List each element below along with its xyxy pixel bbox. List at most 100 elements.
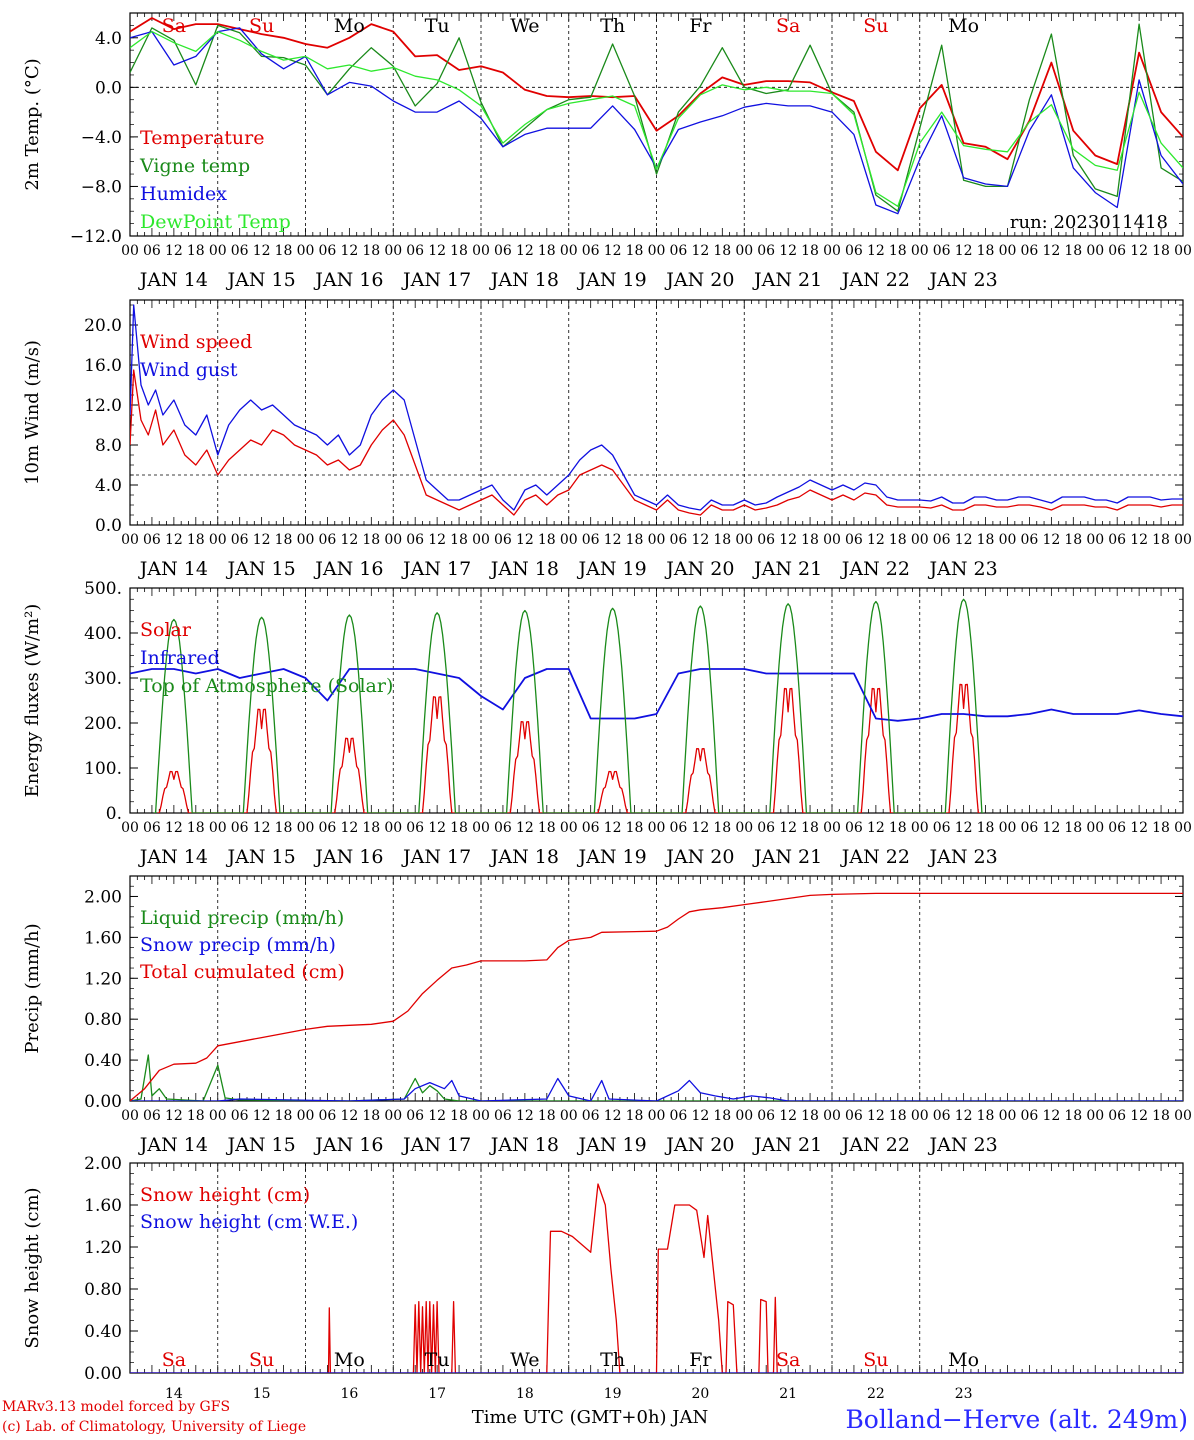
x-hour-label: 12 [955, 1108, 973, 1124]
x-date-label: JAN 14 [138, 269, 208, 291]
x-hour-label: 18 [889, 243, 907, 259]
legend-entry: Temperature [140, 127, 264, 149]
day-label: Mo [334, 15, 365, 37]
x-hour-label: 18 [538, 820, 556, 836]
x-hour-label: 12 [867, 243, 885, 259]
x-hour-label: 12 [516, 243, 534, 259]
x-date-label: JAN 14 [138, 1134, 208, 1156]
x-hour-label: 18 [362, 1108, 380, 1124]
day-number: 17 [428, 1386, 446, 1402]
legend-entry: Snow height (cm) [140, 1184, 310, 1206]
x-hour-label: 00 [648, 243, 666, 259]
x-hour-label: 12 [1130, 532, 1148, 548]
panel-5: 2.00 1.60 1.20 0.80 0.40 0.00 Snow height (cm)… [22, 1154, 1184, 1402]
x-hour-label: 12 [253, 820, 271, 836]
y-tick-label: 500. [84, 579, 122, 599]
y-tick-label: 0.0 [95, 78, 122, 98]
x-hour-label: 06 [933, 532, 951, 548]
x-date-label: JAN 19 [577, 1134, 647, 1156]
series-line-4 [130, 30, 1183, 207]
x-hour-label: 12 [867, 532, 885, 548]
y-tick-label: 2.00 [84, 1154, 122, 1174]
legend-entry: Infrared [140, 647, 220, 669]
y-tick-label: 0.40 [84, 1051, 122, 1071]
y-axis-label: Snow height (cm) [22, 1187, 43, 1348]
x-hour-label: 06 [1108, 1108, 1126, 1124]
x-hour-label: 12 [604, 243, 622, 259]
x-hour-label: 06 [406, 532, 424, 548]
series-line-2 [130, 1077, 1183, 1101]
x-hour-label: 00 [560, 1108, 578, 1124]
x-hour-label: 12 [779, 1108, 797, 1124]
legend-entry: Wind gust [140, 359, 238, 381]
x-hour-label: 18 [1152, 1108, 1170, 1124]
day-label: Fr [689, 1349, 712, 1371]
x-hour-label: 18 [275, 243, 293, 259]
legend-entry: Vigne temp [139, 155, 250, 177]
x-hour-label: 00 [648, 532, 666, 548]
x-hour-label: 18 [1152, 243, 1170, 259]
x-hour-label: 06 [670, 820, 688, 836]
x-hour-label: 06 [231, 1108, 249, 1124]
x-date-label: JAN 15 [226, 269, 296, 291]
series-group [130, 1183, 1183, 1373]
x-hour-label: 18 [626, 1108, 644, 1124]
x-hour-label: 06 [143, 243, 161, 259]
x-hour-label: 18 [801, 1108, 819, 1124]
x-hour-label: 18 [889, 820, 907, 836]
x-hour-label: 00 [999, 532, 1017, 548]
y-tick-label: 12.0 [84, 396, 122, 416]
day-label: Mo [948, 15, 979, 37]
x-hour-label: 06 [143, 820, 161, 836]
y-tick-label: 0.0 [95, 516, 122, 536]
y-tick-label: 200. [84, 714, 122, 734]
day-number: 15 [253, 1386, 271, 1402]
x-hour-label: 12 [779, 820, 797, 836]
x-hour-label: 12 [779, 243, 797, 259]
x-date-label: JAN 15 [226, 1134, 296, 1156]
day-label: Sa [162, 1349, 186, 1371]
x-date-label: JAN 19 [577, 269, 647, 291]
x-hour-label: 06 [319, 1108, 337, 1124]
y-tick-label: 8.0 [95, 436, 122, 456]
y-tick-label: 0.80 [84, 1010, 122, 1030]
x-hour-label: 06 [757, 243, 775, 259]
x-hour-label: 12 [691, 820, 709, 836]
day-label: Th [600, 1349, 625, 1371]
day-label: Su [863, 15, 888, 37]
footer-credit: (c) Lab. of Climatology, University of L… [2, 1419, 306, 1435]
day-number: 18 [516, 1386, 534, 1402]
y-tick-label: 20.0 [84, 316, 122, 336]
series-line-3 [130, 892, 1183, 1101]
x-date-label: JAN 18 [489, 846, 559, 868]
y-tick-label: 300. [84, 669, 122, 689]
x-hour-label: 18 [801, 820, 819, 836]
x-hour-label: 18 [538, 532, 556, 548]
day-number: 21 [779, 1386, 797, 1402]
x-hour-label: 06 [582, 243, 600, 259]
x-hour-label: 18 [450, 532, 468, 548]
x-hour-label: 18 [450, 820, 468, 836]
x-hour-label: 18 [713, 243, 731, 259]
x-axis-title: Time UTC (GMT+0h) JAN [472, 1407, 709, 1428]
x-hour-label: 12 [1130, 243, 1148, 259]
x-hour-label: 06 [670, 243, 688, 259]
series-group [130, 892, 1183, 1101]
x-hour-label: 18 [275, 532, 293, 548]
x-date-label: JAN 18 [489, 558, 559, 580]
series-line-1 [130, 1054, 1183, 1101]
x-hour-label: 00 [1086, 243, 1104, 259]
x-hour-label: 18 [450, 1108, 468, 1124]
x-hour-label: 18 [187, 820, 205, 836]
x-hour-label: 12 [779, 532, 797, 548]
x-date-label: JAN 23 [928, 846, 998, 868]
x-hour-label: 18 [187, 1108, 205, 1124]
x-date-label: JAN 21 [752, 269, 822, 291]
x-hour-label: 18 [538, 1108, 556, 1124]
legend-entry: Solar [140, 619, 192, 641]
x-hour-label: 18 [977, 1108, 995, 1124]
x-hour-label: 00 [911, 820, 929, 836]
y-tick-label: 400. [84, 624, 122, 644]
x-hour-label: 18 [187, 243, 205, 259]
